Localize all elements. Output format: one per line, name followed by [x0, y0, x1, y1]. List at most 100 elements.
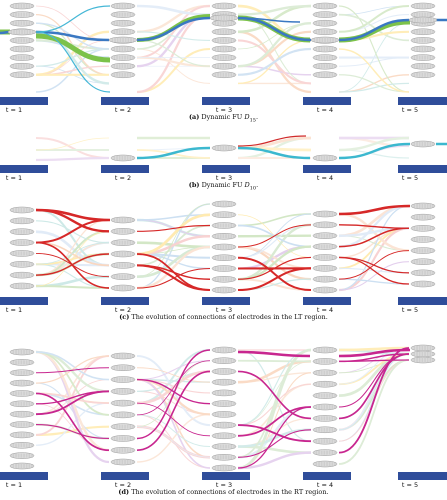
connection-line — [338, 250, 410, 280]
active-electrode-node — [211, 144, 237, 152]
connection-line — [35, 390, 110, 405]
electrode-node — [312, 232, 338, 239]
connection-line — [237, 4, 312, 16]
electrode-node — [410, 356, 436, 364]
connection-line — [338, 5, 410, 15]
time-label: t = 2 — [114, 106, 132, 114]
connection-line — [338, 256, 410, 285]
time-label: t = 5 — [401, 481, 419, 489]
connection-line — [35, 350, 110, 452]
electrode-node — [110, 273, 136, 280]
timeline-segment — [398, 472, 447, 480]
connection-line — [338, 347, 410, 454]
connection-line — [35, 382, 110, 440]
electrode-node — [410, 62, 436, 70]
background-connections — [35, 346, 410, 470]
connection-line — [237, 22, 312, 50]
panel-d-rt-region: t = 1 t = 2 t = 3 t = 4 t = 5 (d) The evolut… — [0, 338, 447, 500]
electrode-node — [410, 350, 436, 358]
connection-line — [338, 57, 410, 67]
panel-b-caption: (b) Dynamic FU D10. — [188, 181, 259, 192]
electrode-node — [9, 228, 35, 235]
connection-line — [237, 349, 312, 426]
connection-line — [35, 5, 111, 33]
connection-line — [338, 149, 410, 159]
electrode-node — [9, 421, 35, 428]
active-electrode-node — [7, 28, 37, 36]
connection-line — [136, 370, 211, 452]
connection-line — [35, 275, 110, 288]
connection-line — [136, 414, 211, 469]
electrode-node — [410, 236, 436, 243]
electrode-node — [410, 54, 436, 61]
electrode-node — [9, 379, 35, 387]
electrode-node — [211, 62, 237, 70]
electrode-node — [410, 28, 436, 36]
timeline-segment — [0, 165, 48, 173]
connection-line — [338, 224, 410, 229]
panel-a-dynamic-fu-d15: t = 1 t = 2 t = 3 t = 4 t = 5 (a) Dynamic FU… — [0, 0, 447, 125]
connection-line — [338, 14, 410, 33]
connection-line — [35, 33, 111, 63]
time-label: t = 1 — [5, 106, 23, 114]
connection-line — [136, 370, 211, 392]
timeline-segment — [398, 97, 447, 105]
panel-d-timeline: t = 1 t = 2 t = 3 t = 4 t = 5 — [0, 472, 447, 489]
timeline-segment — [202, 297, 250, 305]
electrode-node — [9, 45, 35, 53]
connection-line — [238, 17, 301, 23]
connection-line — [237, 429, 312, 458]
electrode-node — [110, 216, 136, 224]
electrode-node — [110, 364, 136, 372]
panel-a-timeline: t = 1 t = 2 t = 3 t = 4 t = 5 — [0, 97, 447, 114]
electrode-node — [312, 45, 338, 53]
electrode-node — [312, 392, 338, 399]
active-electrode-node — [108, 36, 138, 44]
time-label: t = 5 — [401, 106, 419, 114]
connection-line — [35, 219, 110, 276]
electrode-node — [312, 11, 338, 18]
connection-line — [338, 22, 410, 93]
electrode-node — [211, 443, 237, 450]
connection-line — [136, 267, 211, 289]
connection-line — [136, 245, 211, 290]
connection-line — [35, 351, 110, 416]
panel-b-graph — [35, 135, 447, 162]
electrode-node — [9, 19, 35, 27]
highlight-secondary — [0, 14, 411, 63]
timeline-segment — [303, 472, 351, 480]
connection-line — [35, 351, 110, 381]
electrode-node — [312, 265, 338, 272]
electrode-node — [211, 432, 237, 440]
active-electrode-node — [410, 140, 436, 148]
electrode-node — [110, 458, 136, 466]
connection-line — [338, 136, 410, 152]
panel-d-graph — [9, 344, 436, 472]
timeline-segment — [202, 165, 250, 173]
connection-line — [136, 378, 211, 405]
connection-line — [136, 4, 211, 16]
timeline-segment — [101, 165, 149, 173]
connection-line — [136, 425, 211, 459]
time-label: t = 4 — [316, 481, 334, 489]
electrode-node — [312, 275, 338, 283]
connection-line — [136, 16, 211, 42]
electrode-node — [211, 233, 237, 240]
electrode-node — [312, 460, 338, 468]
connection-line — [35, 350, 110, 393]
electrode-node — [211, 286, 237, 294]
electrode-node — [110, 11, 136, 18]
time-label: t = 1 — [5, 481, 23, 489]
electrode-node — [211, 45, 237, 53]
electrode-node — [410, 202, 436, 210]
electrode-node — [9, 390, 35, 397]
connection-line — [136, 413, 211, 463]
connection-line — [338, 82, 410, 93]
connection-line — [35, 136, 110, 160]
electrode-node — [110, 411, 136, 419]
time-label: t = 3 — [215, 106, 233, 114]
connection-line — [338, 359, 410, 431]
connection-line — [35, 157, 110, 161]
time-label: t = 4 — [316, 306, 334, 314]
connection-line — [35, 392, 110, 452]
